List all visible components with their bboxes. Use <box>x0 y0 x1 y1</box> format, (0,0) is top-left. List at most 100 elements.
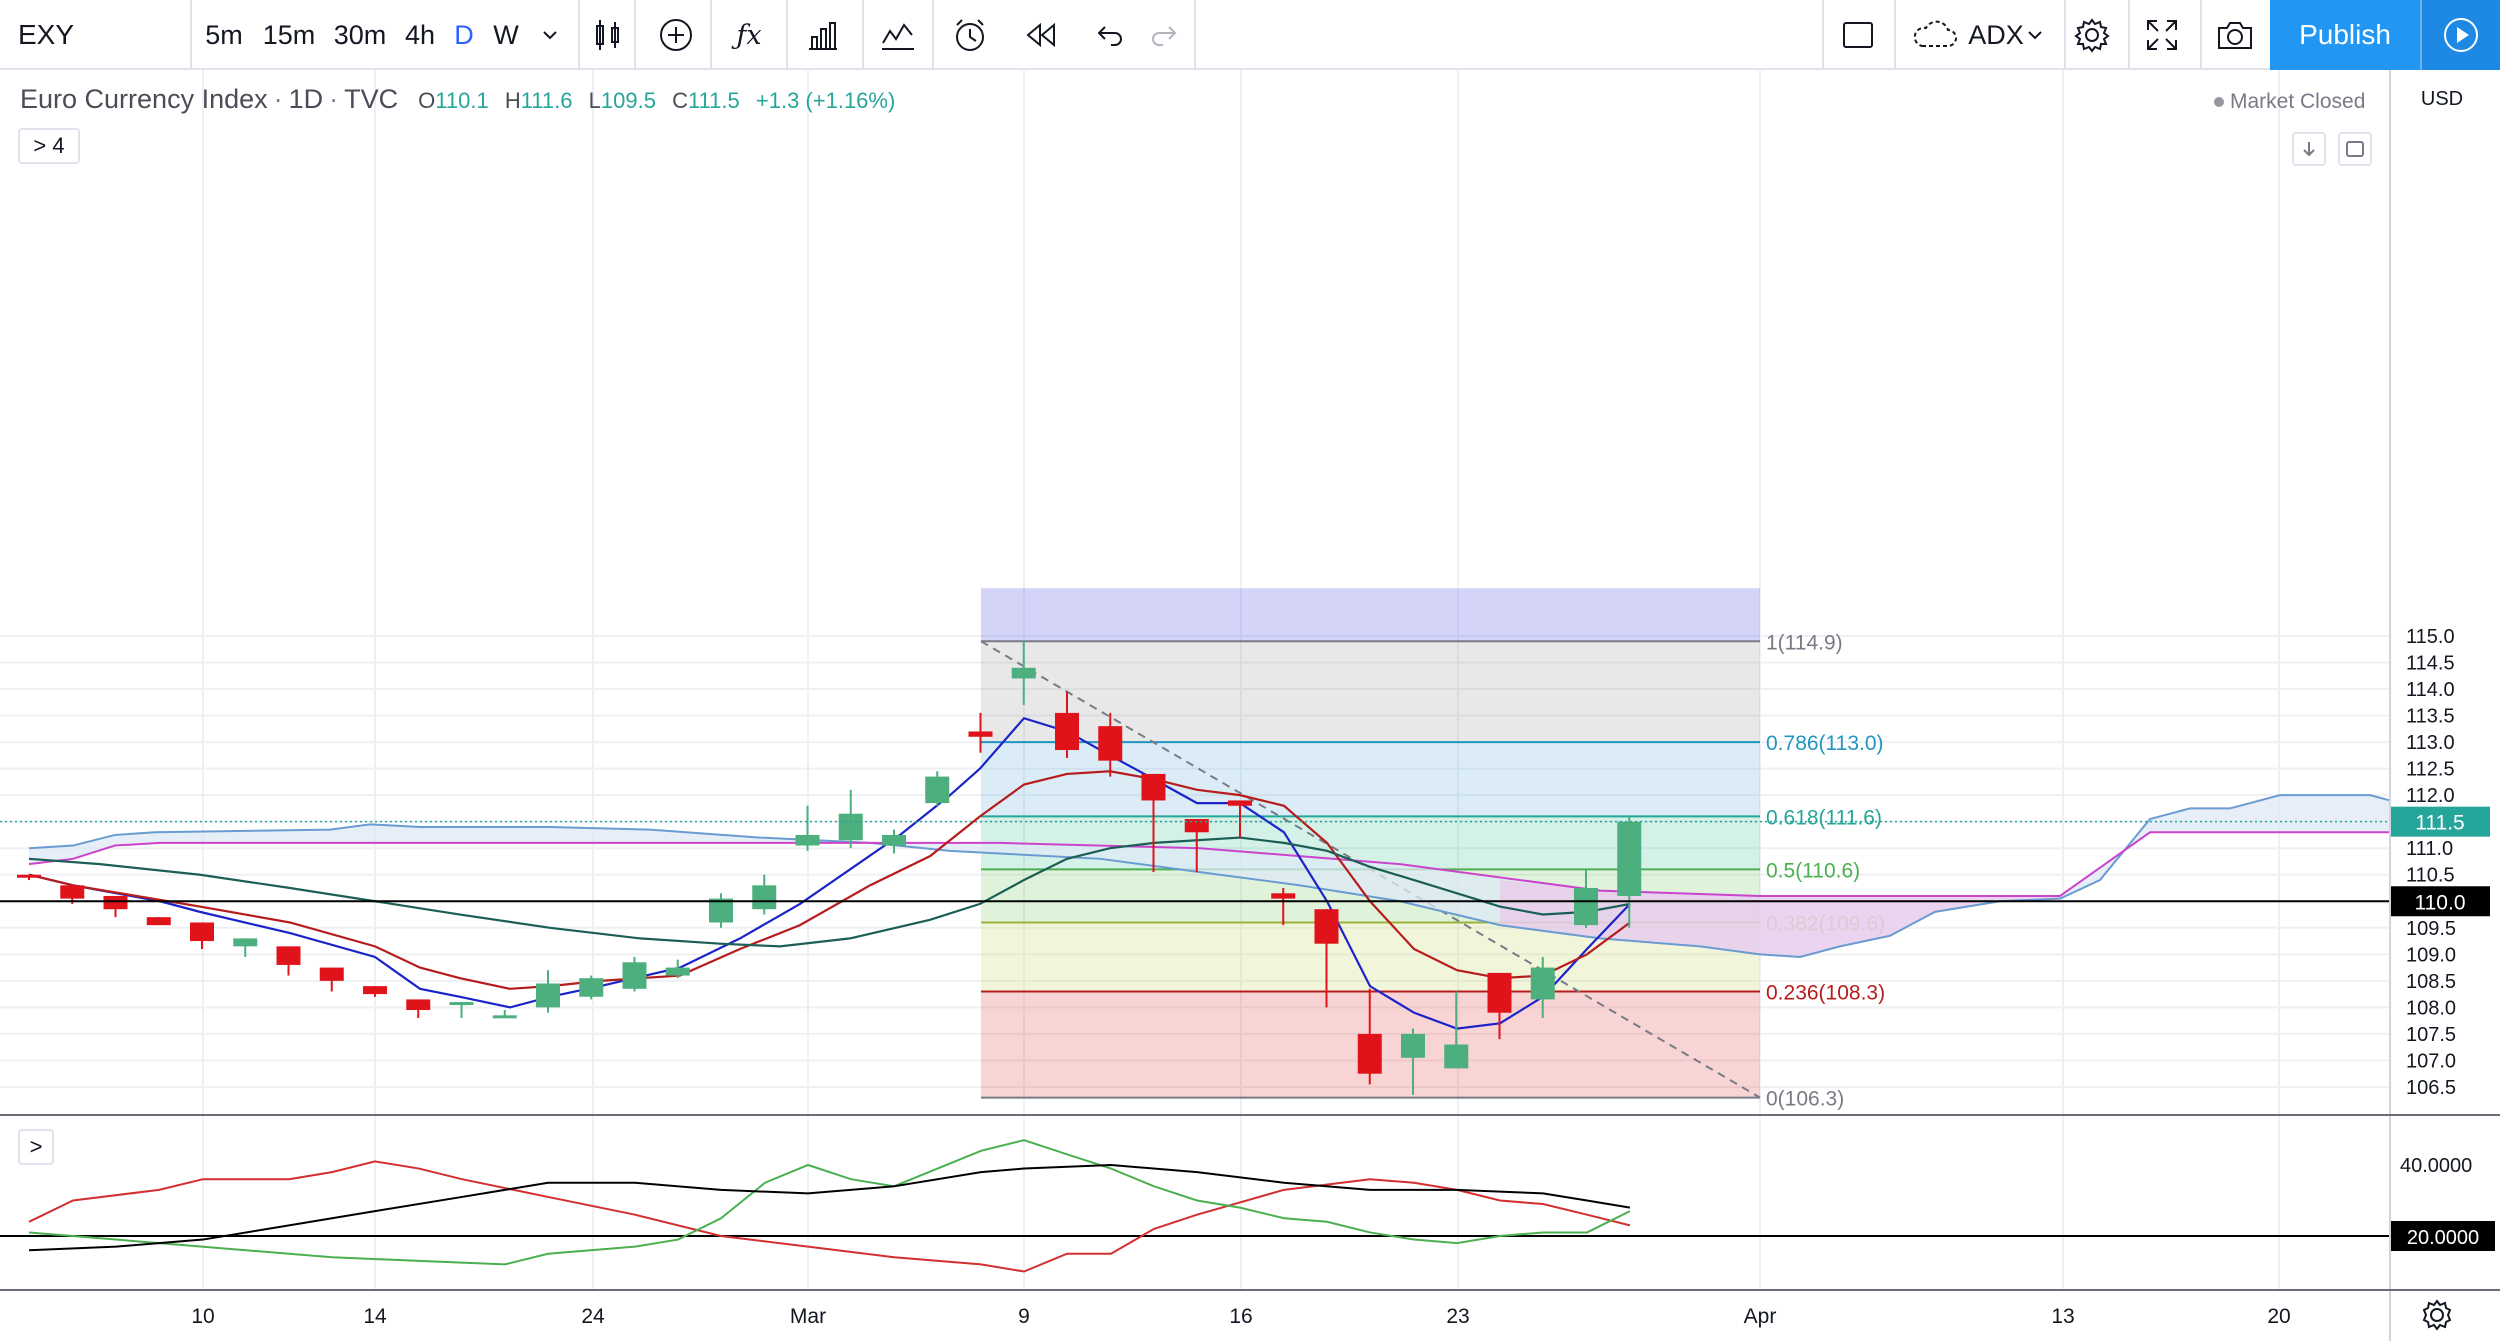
candles <box>17 641 1642 1095</box>
toolbar-divider <box>578 0 580 70</box>
candle-body <box>146 917 171 926</box>
camera-icon[interactable] <box>2212 0 2258 70</box>
price-tick-label: 107.0 <box>2406 1050 2456 1072</box>
pane-toggle[interactable]: > <box>18 1129 54 1165</box>
ichimoku-cloud <box>28 794 2391 958</box>
interval-w[interactable]: W <box>493 19 519 50</box>
candle-body <box>925 776 950 804</box>
candle-body <box>1530 967 1555 1000</box>
candle-body <box>1098 726 1123 761</box>
toolbar-divider <box>862 0 864 70</box>
cloud-span-b <box>28 831 2390 897</box>
slow-ma-line <box>28 770 1631 990</box>
candle-body <box>492 1015 517 1019</box>
toolbar-divider <box>710 0 712 70</box>
last-price-box <box>2391 806 2490 837</box>
candle-body <box>968 731 993 737</box>
market-status: Market Closed <box>2214 90 2365 114</box>
redo-icon[interactable] <box>1142 0 1186 70</box>
alert-clock-icon[interactable] <box>946 0 994 70</box>
price-label-110: 110.0 <box>2415 891 2466 914</box>
interval-15m[interactable]: 15m <box>262 19 316 50</box>
replay-icon[interactable] <box>1018 0 1064 70</box>
candle-body <box>1271 893 1296 899</box>
adx-level-label: 20.0000 <box>2407 1227 2479 1249</box>
price-tick-label: 108.5 <box>2406 971 2456 993</box>
gear-icon-part <box>2430 1308 2444 1322</box>
candle-body <box>752 885 777 910</box>
time-tick-label: 10 <box>191 1305 214 1328</box>
time-tick-label: Apr <box>1744 1305 1777 1328</box>
candle-body <box>536 983 560 1008</box>
adx-pane <box>0 1139 2390 1273</box>
toolbar-divider <box>2128 0 2130 70</box>
price-tick-label: 107.5 <box>2406 1024 2456 1046</box>
price-tick-label: 112.0 <box>2406 785 2455 807</box>
financials-icon[interactable] <box>800 0 846 70</box>
fib-level-label: 0.236(108.3) <box>1766 981 1885 1004</box>
interval-4h[interactable]: 4h <box>404 19 436 50</box>
toolbar-divider <box>634 0 636 70</box>
toolbar-divider <box>1894 0 1896 70</box>
maximize-icon <box>2346 141 2364 157</box>
candle-body <box>17 874 41 878</box>
interval-5m[interactable]: 5m <box>205 19 243 50</box>
price-tick-label: 111.0 <box>2406 838 2453 860</box>
undo-icon[interactable] <box>1088 0 1132 70</box>
candle-body <box>882 834 906 846</box>
chevron-down-icon[interactable] <box>2020 0 2050 70</box>
gear-icon-part <box>2422 1299 2452 1331</box>
candle-body <box>622 962 647 989</box>
toolbar-divider <box>932 0 934 70</box>
gear-icon[interactable] <box>2070 0 2114 70</box>
arrow-down-icon <box>2303 142 2315 157</box>
fib-level-label: 0.786(113.0) <box>1766 732 1884 755</box>
price-tick-label: 106.5 <box>2406 1077 2456 1099</box>
fullscreen-rect-icon[interactable] <box>1836 0 1880 70</box>
horizontal-lines <box>0 820 2390 903</box>
candle-body <box>103 895 128 910</box>
expand-icon[interactable] <box>2140 0 2184 70</box>
adx-level-box <box>2391 1221 2495 1251</box>
candle-body <box>838 813 863 841</box>
high-label: H <box>504 88 521 113</box>
compare-plus-icon[interactable] <box>652 0 700 70</box>
candle-body <box>579 978 604 997</box>
price-tick-label: 112.5 <box>2406 759 2455 781</box>
cloud-fill-bearish <box>1500 880 2060 957</box>
time-tick-label: 23 <box>1446 1305 1469 1328</box>
toolbar-divider <box>2064 0 2066 70</box>
close-value: 111.5 <box>687 88 740 113</box>
legend-separator: · <box>329 84 339 114</box>
interval-d[interactable]: D <box>454 19 474 50</box>
candle-body <box>406 999 431 1011</box>
indicator-name[interactable]: ADX <box>1968 19 2024 50</box>
chart-canvas[interactable]: 1(114.9) 0.786(113.0) 0.618(111.6) 0.5(110.… <box>0 70 2500 1341</box>
indicators-toggle[interactable]: > 4 <box>18 128 80 164</box>
candle-body <box>1401 1033 1425 1058</box>
candle-body <box>363 986 387 995</box>
maximize-pane-button[interactable] <box>2338 132 2372 166</box>
grid <box>0 70 2390 1290</box>
candles-icon[interactable] <box>586 0 630 70</box>
currency-label[interactable]: USD <box>2420 87 2464 110</box>
fib-level-label: 1(114.9) <box>1766 631 1843 654</box>
play-icon[interactable] <box>2420 0 2500 70</box>
templates-icon[interactable] <box>874 0 922 70</box>
symbol-search[interactable]: EXY <box>18 19 75 50</box>
price-tick-label: 113.0 <box>2406 732 2455 754</box>
legend-title[interactable]: Euro Currency Index <box>20 84 268 114</box>
fib-band <box>981 588 1760 642</box>
cloud-icon[interactable] <box>1906 0 1964 70</box>
legend-source: TVC <box>344 84 399 114</box>
chevron-down-icon[interactable] <box>532 0 568 70</box>
publish-button[interactable]: Publish <box>2270 0 2420 70</box>
interval-30m[interactable]: 30m <box>333 19 387 50</box>
indicators-fx-icon[interactable]: ƒx <box>736 19 762 51</box>
time-tick-label: 16 <box>1229 1305 1252 1328</box>
scroll-down-button[interactable] <box>2292 132 2326 166</box>
legend-interval: 1D <box>288 84 324 114</box>
long-ma-line <box>28 836 1631 948</box>
legend-ohlc: O110.1 H111.6 L109.5 C111.5 +1.3 (+1.16%… <box>418 88 895 114</box>
fast-ma-line <box>28 716 1631 1030</box>
